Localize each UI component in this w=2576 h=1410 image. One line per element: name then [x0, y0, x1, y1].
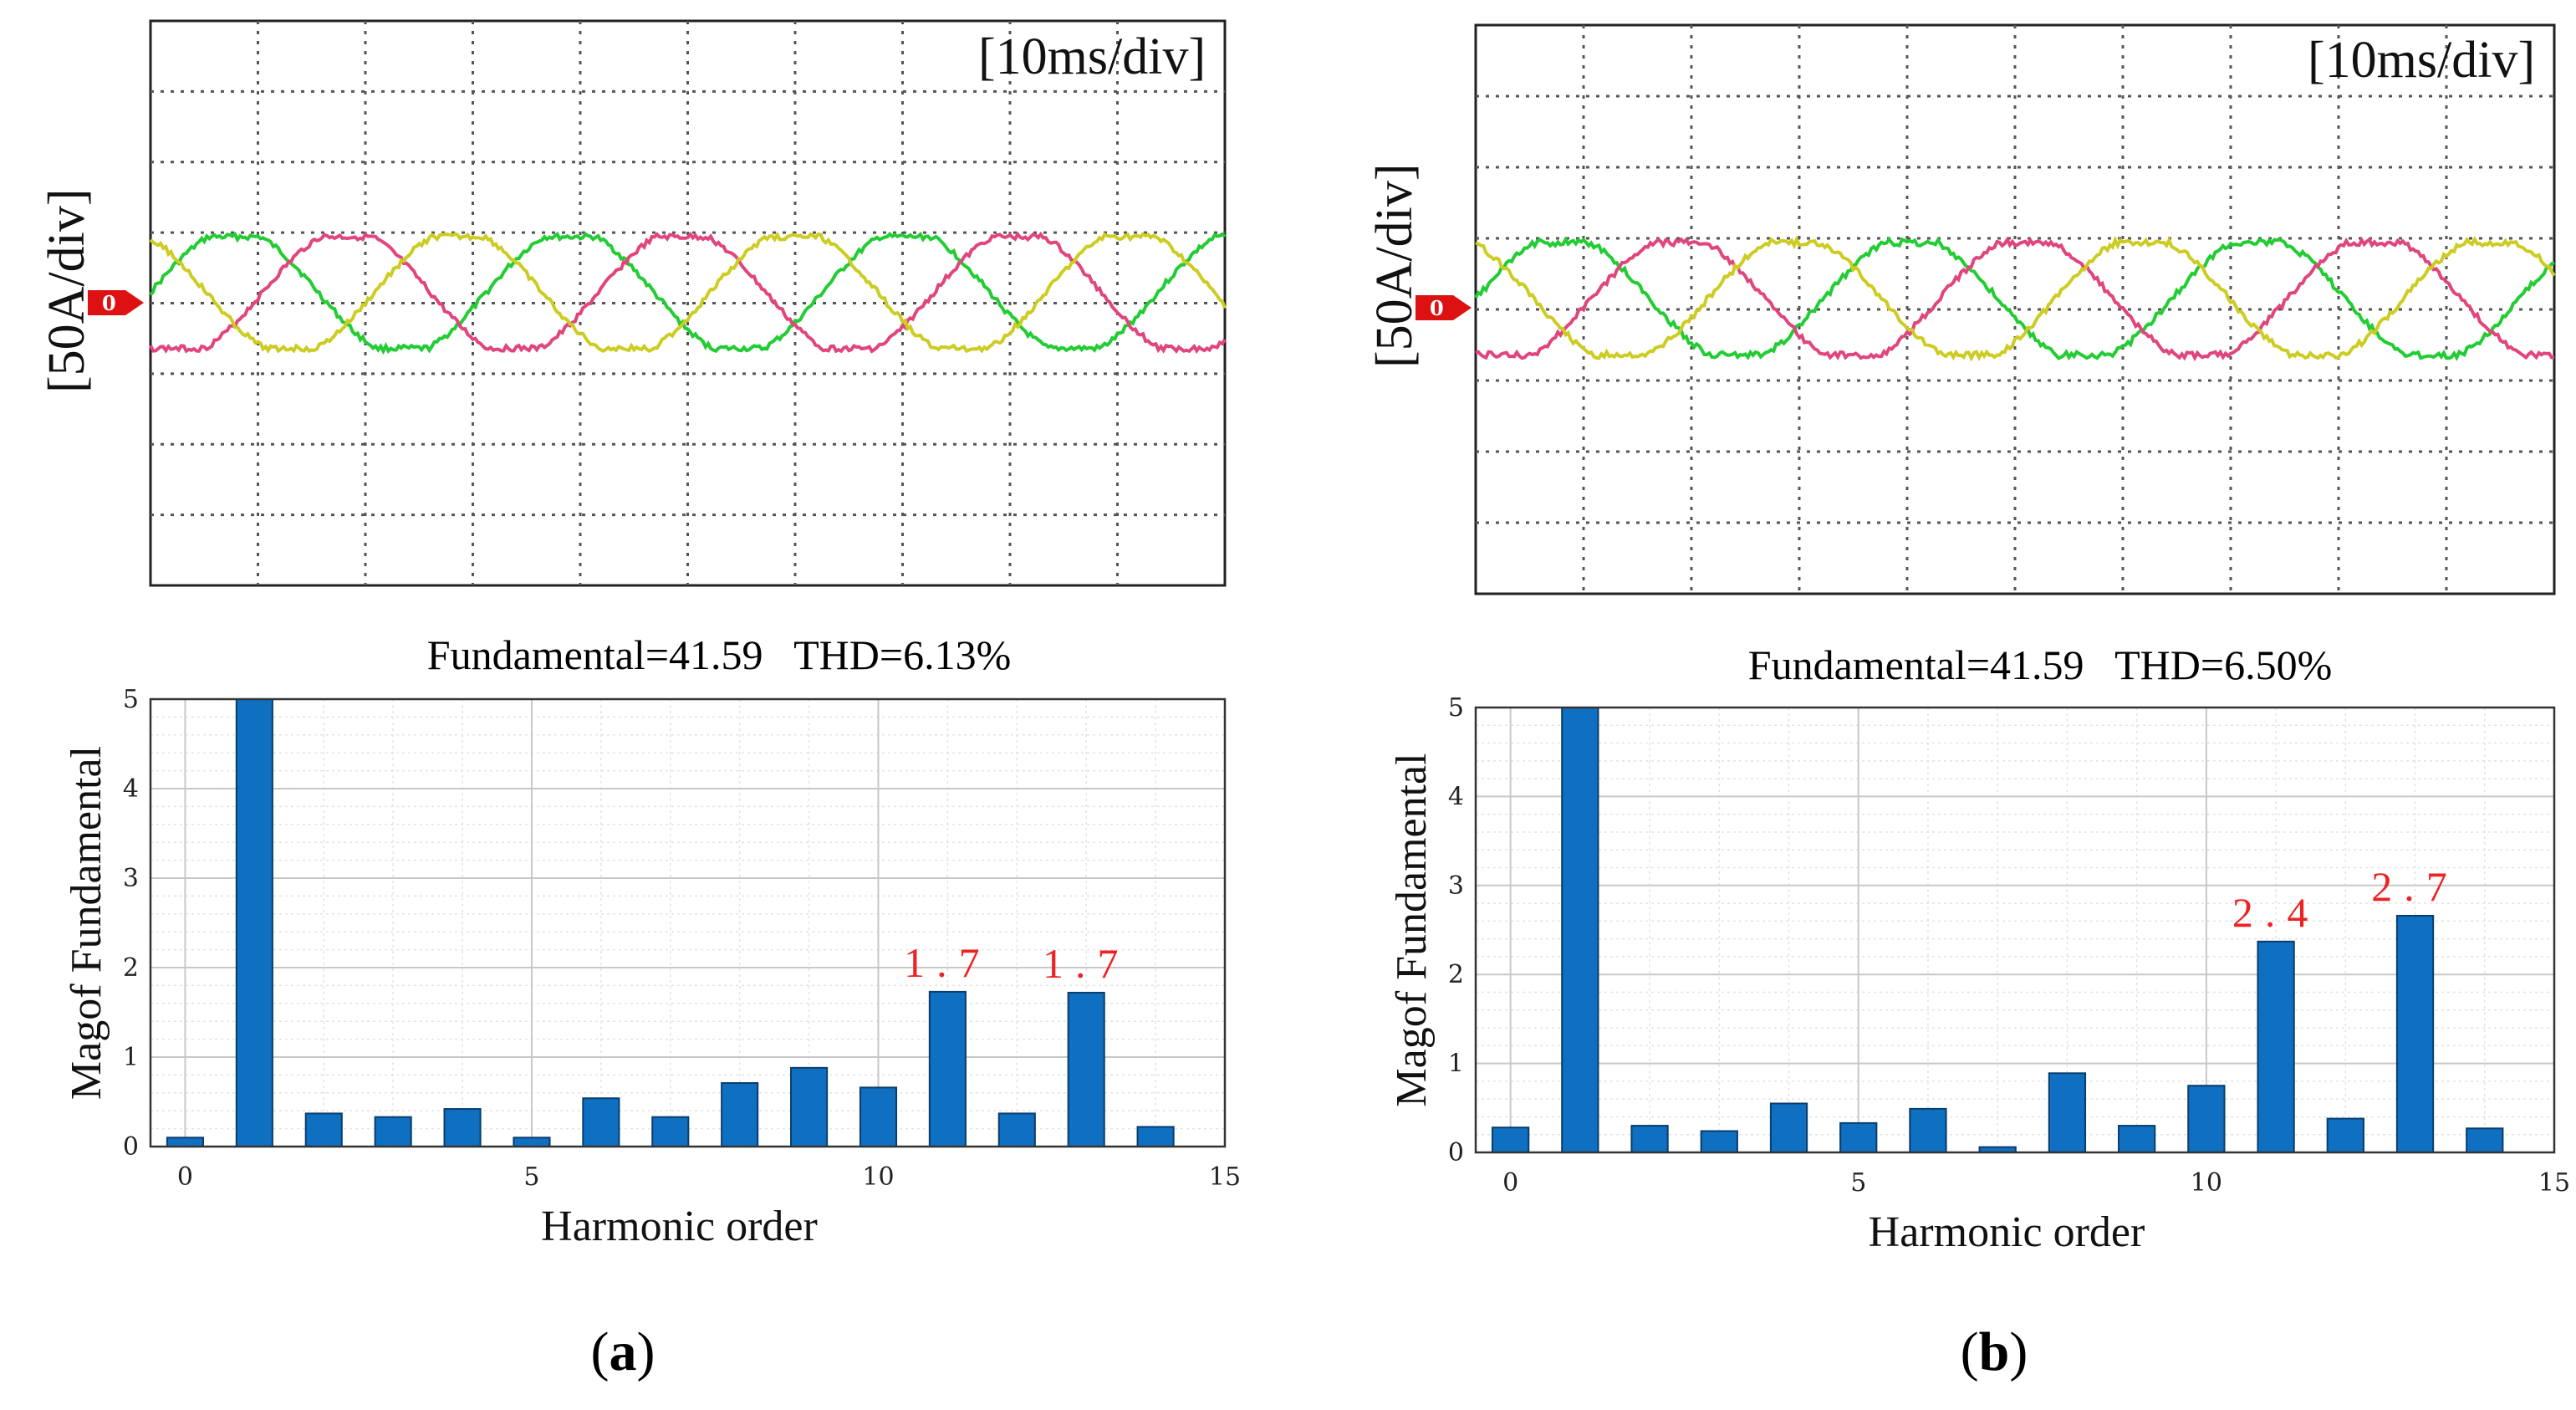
amp-div-label: [50A/div]: [38, 188, 95, 393]
phase-b-wave: [149, 231, 1227, 355]
plot-area: [150, 699, 1225, 1147]
bar-h4: [1769, 1102, 1808, 1153]
bar-h13: [1067, 991, 1105, 1147]
bar-h4: [443, 1108, 482, 1148]
bar-h13: [2395, 914, 2435, 1153]
bar-h10: [2187, 1085, 2226, 1153]
x-tick-label: 0: [177, 1162, 193, 1192]
zero-marker-label: 0: [1430, 296, 1444, 320]
x-tick-label: 0: [1502, 1168, 1518, 1198]
y-axis-label: Magof Fundamental: [1388, 753, 1436, 1106]
bar-h0: [166, 1137, 205, 1148]
bar-annotation: 2.4: [2232, 889, 2320, 936]
bar-annotation: 2.7: [2371, 863, 2459, 910]
phase-c-wave: [1475, 235, 2556, 362]
y-tick-label: 4: [123, 774, 139, 804]
plot-area: [1476, 708, 2554, 1152]
plot-frame: [1474, 706, 2556, 1154]
panel-label-open: (: [591, 1321, 610, 1382]
y-tick-label: 1: [123, 1043, 139, 1072]
bar-annotation: 1.7: [1043, 940, 1130, 987]
time-div-label: [10ms/div]: [2308, 32, 2535, 89]
panel-label: (a): [591, 1321, 655, 1382]
bar-h1: [235, 698, 273, 1147]
oscilloscope-b: [10ms/div] [50A/div] 0: [1366, 23, 2556, 595]
plot-frame: [149, 697, 1227, 1148]
bar-h11: [928, 990, 967, 1148]
x-axis-label: Harmonic order: [1869, 1208, 2145, 1256]
y-tick-label: 5: [1448, 693, 1464, 723]
panel-label-close: ): [2009, 1321, 2028, 1382]
spectrum-title: Fundamental=41.59 THD=6.13%: [427, 631, 1011, 678]
bar-h2: [1630, 1125, 1669, 1153]
oscilloscope-a: [10ms/div] [50A/div] 0: [38, 19, 1227, 587]
x-tick-label: 15: [2538, 1168, 2570, 1198]
x-tick-label: 15: [1209, 1162, 1241, 1192]
panel-a: [10ms/div] [50A/div] 0 Fundamental=41.59…: [38, 19, 1241, 1382]
y-tick-label: 3: [123, 864, 139, 893]
amp-div-label: [50A/div]: [1366, 163, 1423, 368]
y-tick-label: 4: [1448, 782, 1464, 811]
bar-h6: [1909, 1107, 1947, 1154]
phase-b-wave: [1475, 236, 2555, 362]
bar-h14: [2466, 1127, 2504, 1153]
bar-h12: [997, 1112, 1036, 1148]
bar-h0: [1491, 1126, 1530, 1154]
x-tick-label: 5: [523, 1162, 539, 1192]
bar-h12: [2326, 1117, 2364, 1153]
bar-h8: [721, 1082, 759, 1148]
bar-h7: [651, 1116, 690, 1147]
bar-h3: [374, 1116, 412, 1147]
spectrum-title: Fundamental=41.59 THD=6.50%: [1748, 641, 2332, 688]
bar-h3: [1700, 1130, 1738, 1153]
y-tick-label: 0: [1448, 1138, 1464, 1167]
x-tick-label: 5: [1850, 1168, 1866, 1198]
x-axis-label: Harmonic order: [541, 1203, 818, 1250]
panel-label: (b): [1961, 1321, 2028, 1382]
zero-marker: 0: [1416, 295, 1472, 320]
scope-waveforms: [149, 231, 1227, 355]
panel-label-open: (: [1961, 1321, 1979, 1382]
y-axis-label: Magof Fundamental: [63, 746, 110, 1100]
zero-marker-label: 0: [102, 291, 116, 315]
panel-b: [10ms/div] [50A/div] 0 Fundamental=41.59…: [1366, 23, 2570, 1382]
scope-grid: [150, 21, 1225, 585]
x-tick-label: 10: [862, 1162, 894, 1192]
bar-h9: [790, 1066, 829, 1147]
panel-label-letter: a: [610, 1321, 637, 1382]
y-tick-label: 1: [1448, 1050, 1464, 1079]
panel-label-letter: b: [1979, 1321, 2010, 1382]
bar-h10: [859, 1086, 898, 1148]
phase-c-wave: [149, 231, 1227, 355]
bar-h2: [304, 1112, 343, 1148]
zero-marker-arrow: [88, 290, 144, 315]
x-tick-label: 10: [2191, 1168, 2222, 1198]
y-tick-label: 2: [123, 953, 139, 983]
bar-h1: [1561, 707, 1599, 1153]
zero-marker-arrow: [1416, 295, 1472, 320]
bar-h5: [1839, 1121, 1878, 1153]
bar-h9: [2118, 1125, 2156, 1153]
zero-marker: 0: [88, 290, 144, 315]
time-div-label: [10ms/div]: [978, 28, 1206, 85]
y-tick-label: 3: [1448, 871, 1464, 901]
y-tick-label: 0: [123, 1132, 139, 1162]
phase-a-wave: [149, 231, 1227, 355]
y-tick-label: 5: [123, 685, 139, 714]
y-tick-label: 2: [1448, 960, 1464, 989]
bar-h6: [582, 1097, 620, 1147]
scope-waveforms: [1474, 235, 2556, 362]
bar-annotation: 1.7: [904, 939, 992, 986]
bar-h5: [513, 1137, 551, 1148]
bar-h14: [1136, 1126, 1175, 1147]
bar-h8: [2048, 1072, 2087, 1153]
panel-label-close: ): [637, 1321, 655, 1382]
bar-h11: [2257, 940, 2295, 1154]
